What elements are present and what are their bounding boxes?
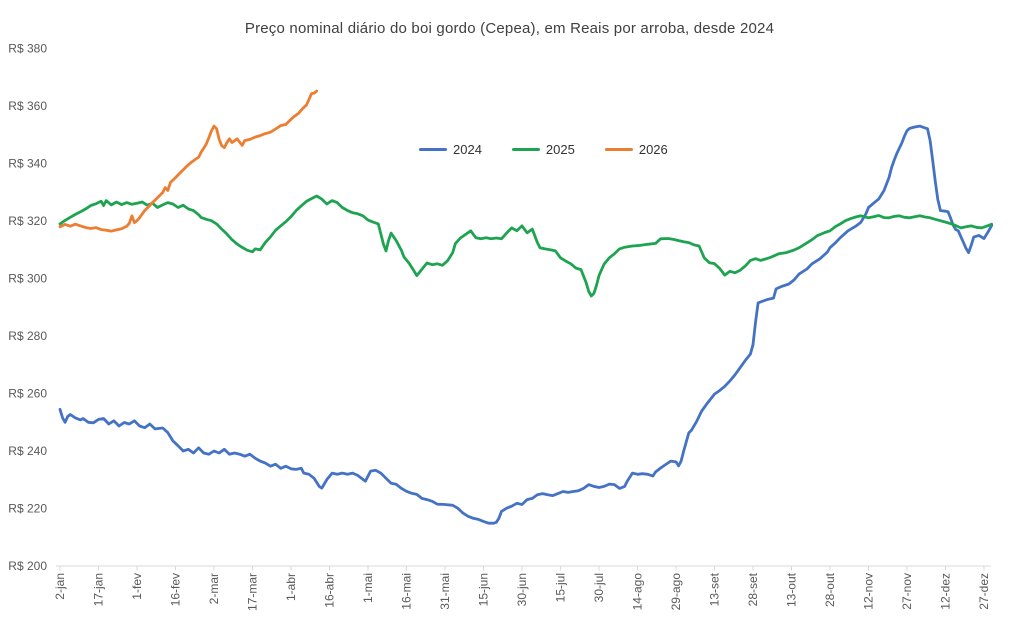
- x-tick-label: 2-jan: [53, 573, 67, 600]
- y-tick-label: R$ 380: [8, 42, 47, 56]
- y-tick-label: R$ 360: [8, 99, 47, 113]
- x-tick-label: 13-out: [785, 572, 799, 607]
- x-tick-label: 27-nov: [900, 573, 914, 610]
- legend-line-swatch: [419, 147, 447, 151]
- y-tick-label: R$ 300: [8, 272, 47, 286]
- legend-label: 2026: [638, 141, 668, 157]
- chart-title: Preço nominal diário do boi gordo (Cepea…: [244, 20, 775, 37]
- y-tick-label: R$ 240: [8, 444, 47, 458]
- series-line-2026: [58, 89, 319, 233]
- x-tick-label: 1-fev: [130, 573, 144, 600]
- y-tick-label: R$ 280: [8, 329, 47, 343]
- y-tick-label: R$ 320: [8, 214, 47, 228]
- legend-label: 2024: [453, 141, 482, 157]
- legend-line-swatch: [604, 147, 633, 151]
- legend-item-2024: 2024: [419, 142, 482, 157]
- x-tick-label: 17-jan: [92, 573, 106, 606]
- legend-label: 2025: [545, 141, 575, 157]
- legend-item-2026: 2026: [604, 141, 668, 157]
- series-line-2025: [58, 194, 994, 298]
- x-tick-label: 1-abr: [284, 573, 298, 601]
- x-tick-label: 2-mar: [207, 573, 221, 604]
- x-tick-label: 15-jun: [477, 573, 491, 606]
- y-tick-label: R$ 260: [8, 387, 47, 401]
- x-tick-label: 16-abr: [323, 573, 337, 608]
- x-tick-label: 12-nov: [862, 573, 876, 610]
- y-tick-label: R$ 340: [8, 157, 47, 171]
- x-tick-label: 27-dez: [977, 573, 991, 610]
- legend: 2024 2025 2026: [419, 140, 668, 158]
- x-tick-label: 16-mai: [400, 573, 414, 610]
- legend-item-2025: 2025: [511, 141, 575, 157]
- y-tick-label: R$ 220: [8, 502, 47, 516]
- x-tick-label: 13-set: [708, 572, 722, 606]
- x-tick-label: 29-ago: [669, 573, 683, 611]
- x-tick-label: 14-ago: [631, 573, 645, 611]
- x-tick-label: 16-fev: [169, 573, 183, 606]
- x-tick-label: 28-set: [746, 572, 760, 606]
- x-tick-label: 1-mai: [361, 573, 375, 603]
- x-tick-label: 30-jul: [592, 573, 606, 602]
- x-tick-label: 28-out: [823, 572, 837, 607]
- x-tick-label: 17-mar: [246, 573, 260, 611]
- legend-line-swatch: [511, 147, 540, 151]
- x-tick-label: 12-dez: [939, 573, 953, 610]
- x-tick-label: 15-jul: [554, 573, 568, 602]
- x-tick-label: 31-mai: [438, 573, 452, 610]
- series-line-2024: [58, 124, 994, 525]
- y-tick-label: R$ 200: [8, 559, 47, 573]
- x-tick-label: 30-jun: [515, 573, 529, 606]
